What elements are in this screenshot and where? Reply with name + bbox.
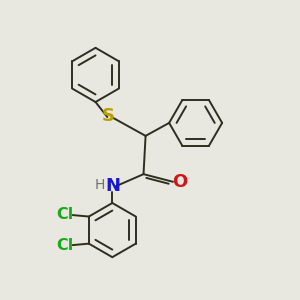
Text: S: S xyxy=(101,107,114,125)
Text: N: N xyxy=(106,177,121,195)
Text: Cl: Cl xyxy=(56,207,73,222)
Text: O: O xyxy=(172,173,187,191)
Text: Cl: Cl xyxy=(56,238,73,253)
Text: H: H xyxy=(95,178,105,192)
